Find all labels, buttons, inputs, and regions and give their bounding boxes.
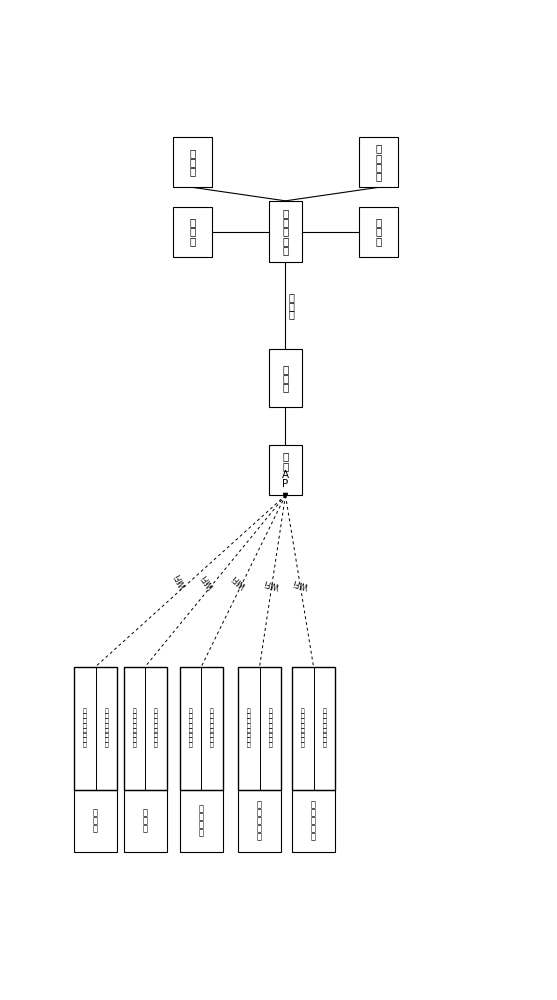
Text: WiFi: WiFi [173,571,189,590]
Text: 避
压
套
管: 避 压 套 管 [199,804,204,837]
Text: 远
端
电
流
采
集
模
块: 远 端 电 流 采 集 模 块 [268,708,272,748]
FancyBboxPatch shape [238,667,260,790]
FancyBboxPatch shape [124,790,167,852]
Text: 后
台
服
务
器: 后 台 服 务 器 [282,208,289,255]
FancyBboxPatch shape [124,667,145,790]
Text: 远
端
电
压
采
集
模
块: 远 端 电 压 采 集 模 块 [301,708,305,748]
FancyBboxPatch shape [173,137,212,187]
Text: 远
端
电
流
采
集
模
块: 远 端 电 流 采 集 模 块 [323,708,326,748]
Text: WiFi: WiFi [200,572,217,590]
Text: 打
印
机: 打 印 机 [189,148,196,177]
FancyBboxPatch shape [145,667,167,790]
FancyBboxPatch shape [180,790,223,852]
FancyBboxPatch shape [238,790,281,852]
Text: WiFi: WiFi [230,572,248,590]
Text: 远
端
电
压
采
集
模
块: 远 端 电 压 采 集 模 块 [133,708,136,748]
FancyBboxPatch shape [96,667,117,790]
FancyBboxPatch shape [269,445,302,495]
Text: 显
示
器: 显 示 器 [189,217,196,246]
Text: WiFi: WiFi [262,577,280,590]
FancyBboxPatch shape [269,201,302,262]
Text: WiFi: WiFi [292,577,310,590]
FancyBboxPatch shape [314,667,335,790]
FancyBboxPatch shape [292,790,335,852]
Text: 无
线
A
P: 无 线 A P [282,452,289,489]
FancyBboxPatch shape [74,667,96,790]
Text: 变
压
器: 变 压 器 [143,808,148,833]
Text: 电
流
互
感
器: 电 流 互 感 器 [311,800,316,841]
FancyBboxPatch shape [173,207,212,257]
Text: 硬
盘
阵
列: 硬 盘 阵 列 [375,144,382,181]
Text: 远
端
电
压
采
集
模
块: 远 端 电 压 采 集 模 块 [247,708,251,748]
Text: 远
端
电
流
采
集
模
块: 远 端 电 流 采 集 模 块 [154,708,158,748]
Text: 远
端
电
压
采
集
模
块: 远 端 电 压 采 集 模 块 [83,708,86,748]
Text: 以
太
网: 以 太 网 [289,292,294,320]
FancyBboxPatch shape [269,349,302,407]
FancyBboxPatch shape [201,667,223,790]
Text: 远
端
电
流
采
集
模
块: 远 端 电 流 采 集 模 块 [210,708,214,748]
Text: 远
端
电
流
采
集
模
块: 远 端 电 流 采 集 模 块 [105,708,108,748]
Text: 电
压
互
感
器: 电 压 互 感 器 [257,800,262,841]
Text: 路
由
器: 路 由 器 [375,217,382,246]
Text: 避
雷
器: 避 雷 器 [93,808,98,833]
Text: 远
端
电
压
采
集
模
块: 远 端 电 压 采 集 模 块 [189,708,192,748]
FancyBboxPatch shape [74,790,117,852]
FancyBboxPatch shape [359,137,398,187]
FancyBboxPatch shape [359,207,398,257]
Text: 手
持
机: 手 持 机 [282,364,289,392]
FancyBboxPatch shape [292,667,314,790]
FancyBboxPatch shape [260,667,281,790]
FancyBboxPatch shape [180,667,201,790]
